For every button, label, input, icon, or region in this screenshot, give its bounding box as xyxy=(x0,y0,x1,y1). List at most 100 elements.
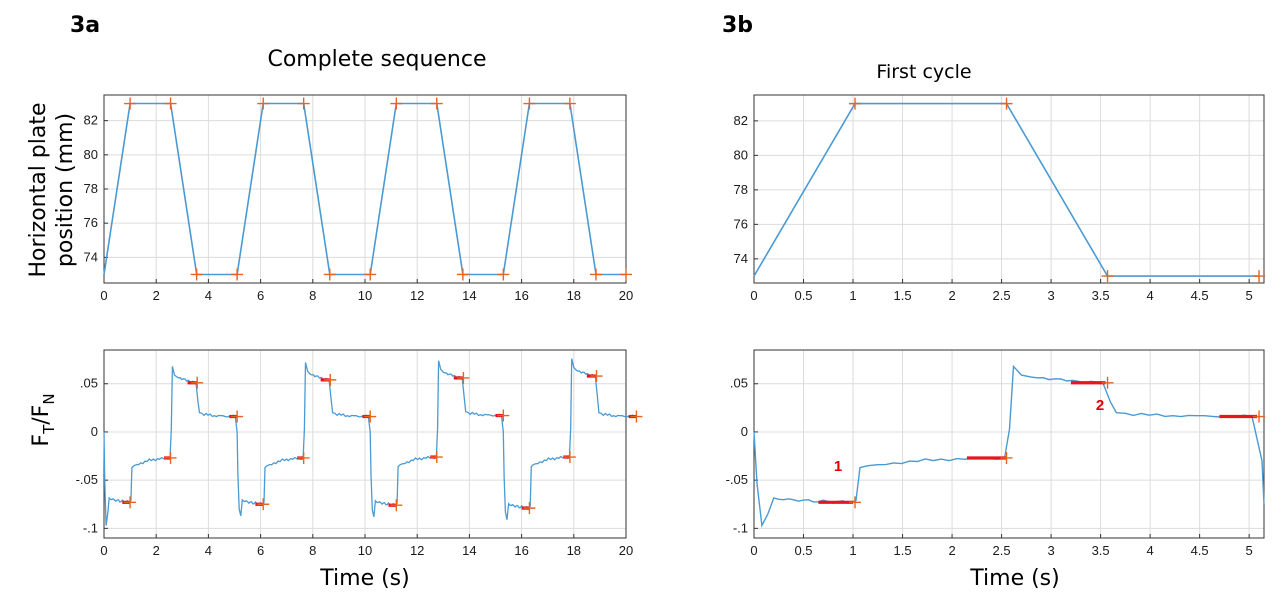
a-position-marker xyxy=(124,97,137,110)
b-ratio-xtick-label: 1.5 xyxy=(894,543,912,558)
a-ratio-marker xyxy=(390,499,403,512)
ratio-axis-label-f1: F xyxy=(29,434,54,447)
a-position-marker xyxy=(589,268,602,281)
b-position-xtick-label: 4 xyxy=(1146,288,1153,303)
a-position-frame xyxy=(103,94,627,284)
a-ratio-marker xyxy=(257,498,270,511)
b-ratio-frame xyxy=(753,349,1265,539)
b-position-xtick-label: 1.5 xyxy=(894,288,912,303)
b-ratio-marker xyxy=(1101,376,1114,389)
a-position-xtick-label: 10 xyxy=(358,288,372,303)
a-position-xtick-label: 2 xyxy=(153,288,160,303)
a-position-xtick-label: 20 xyxy=(619,288,633,303)
a-ratio-marker xyxy=(231,410,244,423)
a-position-xtick-label: 8 xyxy=(309,288,316,303)
b-ratio-plot-area xyxy=(754,350,1264,538)
b-ratio-xtick-label: 2.5 xyxy=(993,543,1011,558)
b-position-xtick-label: 2 xyxy=(948,288,955,303)
a-ratio-xtick-label: 12 xyxy=(410,543,424,558)
a-ratio-xtick-label: 6 xyxy=(257,543,264,558)
a-ratio-xtick-label: 4 xyxy=(205,543,212,558)
a-position-ytick-label: 78 xyxy=(84,181,98,196)
a-position-marker xyxy=(456,268,469,281)
a-ratio-marker xyxy=(457,371,470,384)
b-position-ytick-label: 76 xyxy=(734,216,748,231)
b-ratio-xtick-label: 4.5 xyxy=(1191,543,1209,558)
a-position-axes: 0 2 4 6 8 10 12 14 16 18 20 74 76 78 80 82 xyxy=(84,94,633,303)
position-axis-label-line1: Horizontal plate xyxy=(26,102,51,277)
b-position-xtick-label: 0.5 xyxy=(794,288,812,303)
a-ratio-axes: 0 2 4 6 8 10 12 14 16 18 20 -.1 -.05 0 .05 xyxy=(76,349,633,558)
a-position-marker xyxy=(497,268,510,281)
a-ratio-marker xyxy=(124,496,137,509)
a-position-ytick-label: 80 xyxy=(84,147,98,162)
b-ratio-xtick-label: 1 xyxy=(849,543,856,558)
b-position-xtick-label: 3.5 xyxy=(1092,288,1110,303)
b-position-marker xyxy=(849,97,862,110)
a-ratio-marker xyxy=(191,376,204,389)
panel-title-b: First cycle xyxy=(876,61,971,83)
a-position-marker xyxy=(390,97,403,110)
a-ratio-ytick-label: -.1 xyxy=(83,520,98,535)
a-position-xtick-label: 16 xyxy=(514,288,528,303)
a-position-xtick-label: 0 xyxy=(100,288,107,303)
b-position-ytick-label: 78 xyxy=(734,182,748,197)
a-ratio-xtick-label: 14 xyxy=(462,543,476,558)
b-position-xtick-label: 2.5 xyxy=(993,288,1011,303)
a-position-marker xyxy=(190,268,203,281)
panel-label-b: 3b xyxy=(722,13,753,38)
a-position-xtick-label: 6 xyxy=(257,288,264,303)
b-position-marker xyxy=(1101,270,1114,283)
b-ratio-xtick-label: 3.5 xyxy=(1092,543,1110,558)
a-position-marker xyxy=(523,97,536,110)
a-position-xtick-label: 4 xyxy=(205,288,212,303)
a-ratio-marker xyxy=(364,410,377,423)
b-position-ytick-label: 82 xyxy=(734,113,748,128)
a-position-ytick-label: 74 xyxy=(84,249,98,264)
ratio-axis-label-sub1: T xyxy=(40,424,58,435)
b-position-ytick-label: 74 xyxy=(734,251,748,266)
a-ratio-xtick-label: 16 xyxy=(514,543,528,558)
ratio-axis-label-sub2: N xyxy=(40,393,58,404)
b-position-marker xyxy=(1253,270,1266,283)
b-ratio-ytick-label: -.1 xyxy=(733,520,748,535)
a-ratio-xtick-label: 2 xyxy=(153,543,160,558)
annotation-1: 1 xyxy=(834,458,842,475)
a-position-marker xyxy=(430,97,443,110)
ratio-axis-label-slash: / xyxy=(29,417,54,425)
b-position-ytick-label: 80 xyxy=(734,147,748,162)
a-ratio-xtick-label: 10 xyxy=(358,543,372,558)
a-ratio-series-line xyxy=(103,358,635,526)
b-ratio-xtick-label: 3 xyxy=(1047,543,1054,558)
a-position-marker xyxy=(257,97,270,110)
a-ratio-marker xyxy=(430,451,443,464)
b-ratio-marker xyxy=(1253,410,1266,423)
a-position-marker xyxy=(620,268,632,281)
a-position-marker xyxy=(164,97,177,110)
a-ratio-marker xyxy=(563,451,576,464)
time-axis-label-b: Time (s) xyxy=(969,566,1059,591)
b-ratio-ytick-label: -.05 xyxy=(726,472,748,487)
position-axis-label: Horizontal plate position (mm) xyxy=(26,102,78,277)
a-ratio-xtick-label: 20 xyxy=(619,543,633,558)
a-position-ytick-label: 76 xyxy=(84,215,98,230)
a-ratio-ytick-label: -.05 xyxy=(76,472,98,487)
b-position-xtick-label: 0 xyxy=(750,288,757,303)
a-position-marker xyxy=(364,268,377,281)
panel-title-a: Complete sequence xyxy=(267,47,486,72)
a-position-xtick-label: 18 xyxy=(567,288,581,303)
b-position-marker xyxy=(1000,97,1013,110)
a-position-xtick-label: 12 xyxy=(410,288,424,303)
time-axis-label-a: Time (s) xyxy=(319,566,409,591)
a-ratio-marker xyxy=(297,451,310,464)
b-position-frame xyxy=(753,94,1265,284)
a-ratio-marker xyxy=(523,502,536,515)
b-ratio-xtick-label: 0 xyxy=(750,543,757,558)
b-ratio-xtick-label: 5 xyxy=(1246,543,1253,558)
b-position-axes: 0 0.5 1 1.5 2 2.5 3 3.5 4 4.5 5 74 76 78 80 82 xyxy=(734,94,1265,303)
ratio-axis-label-f2: F xyxy=(29,405,54,418)
a-position-marker xyxy=(563,97,576,110)
a-ratio-marker xyxy=(497,409,510,422)
